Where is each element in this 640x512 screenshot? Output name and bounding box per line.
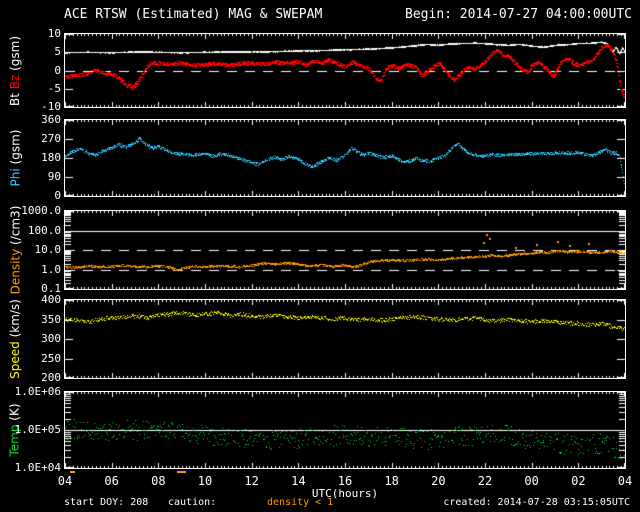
y-tick-label: 1.0E+06 [14,385,61,398]
y-tick-label: 5 [54,45,61,59]
caution-value: density < 1 [267,497,334,508]
y-tick-label: 1.0E+05 [14,423,61,436]
plot-canvas-density [65,211,625,289]
x-tick-label: 14 [291,474,306,488]
y-tick-label: -10 [41,100,61,113]
y-tick-label: 250 [41,351,61,365]
caution-mark [177,471,187,473]
plot-canvas-speed [65,300,625,378]
y-tick-label: 200 [41,371,61,384]
x-tick-label: 04 [57,474,73,488]
x-tick-label: 20 [431,474,446,488]
x-tick-label: 06 [104,474,119,488]
x-tick-label: 22 [477,474,493,488]
start-doy-label: start DOY: 208 [64,497,149,508]
plot-canvas-temp [65,392,625,468]
x-tick-label: 02 [571,474,586,488]
panel-mag [64,33,626,108]
caution-label: caution: [168,497,217,508]
y-tick-label: 360 [41,113,61,126]
y-tick-label: -5 [47,81,61,95]
y-tick-label: 1.0E+04 [14,461,61,474]
y-tick-label: 400 [41,293,61,306]
plot-canvas-phi [65,120,625,196]
y-tick-label: 180 [41,151,61,164]
y-tick-label: 10 [47,27,61,40]
y-tick-label: 350 [41,312,61,326]
panel-phi [64,119,626,197]
y-tick-label: 0.1 [41,282,61,295]
y-tick-label: 10.0 [34,243,62,256]
y-tick-label: 0 [54,63,61,77]
panel-density [64,210,626,290]
y-tick-label: 100.0 [27,223,61,237]
y-tick-label: 0 [54,189,61,202]
y-tick-label: 90 [47,170,61,183]
x-tick-label: 12 [244,474,259,488]
y-tick-label: 270 [41,132,61,145]
ylabel-temp-unit: (K) [8,403,22,425]
y-tick-label: 1000.0 [21,204,61,217]
begin-timestamp: Begin: 2014-07-27 04:00:00UTC [405,7,632,22]
caution-mark [69,471,76,473]
x-tick-label: 10 [197,474,213,488]
x-tick-label: 04 [617,474,633,488]
panel-speed [64,299,626,379]
x-axis-unit-label: UTC(hours) [311,487,379,500]
chart-title: ACE RTSW (Estimated) MAG & SWEPAM [64,7,323,22]
y-tick-label: 1.0 [41,262,61,276]
panel-temp [64,391,626,469]
created-timestamp: created: 2014-07-28 03:15:05UTC [443,497,630,508]
y-tick-label: 300 [41,332,61,345]
x-tick-label: 18 [384,474,399,488]
x-tick-label: 16 [337,474,353,488]
plot-canvas-mag [65,34,625,107]
x-tick-label: 08 [151,474,166,488]
x-tick-label: 00 [524,474,539,488]
